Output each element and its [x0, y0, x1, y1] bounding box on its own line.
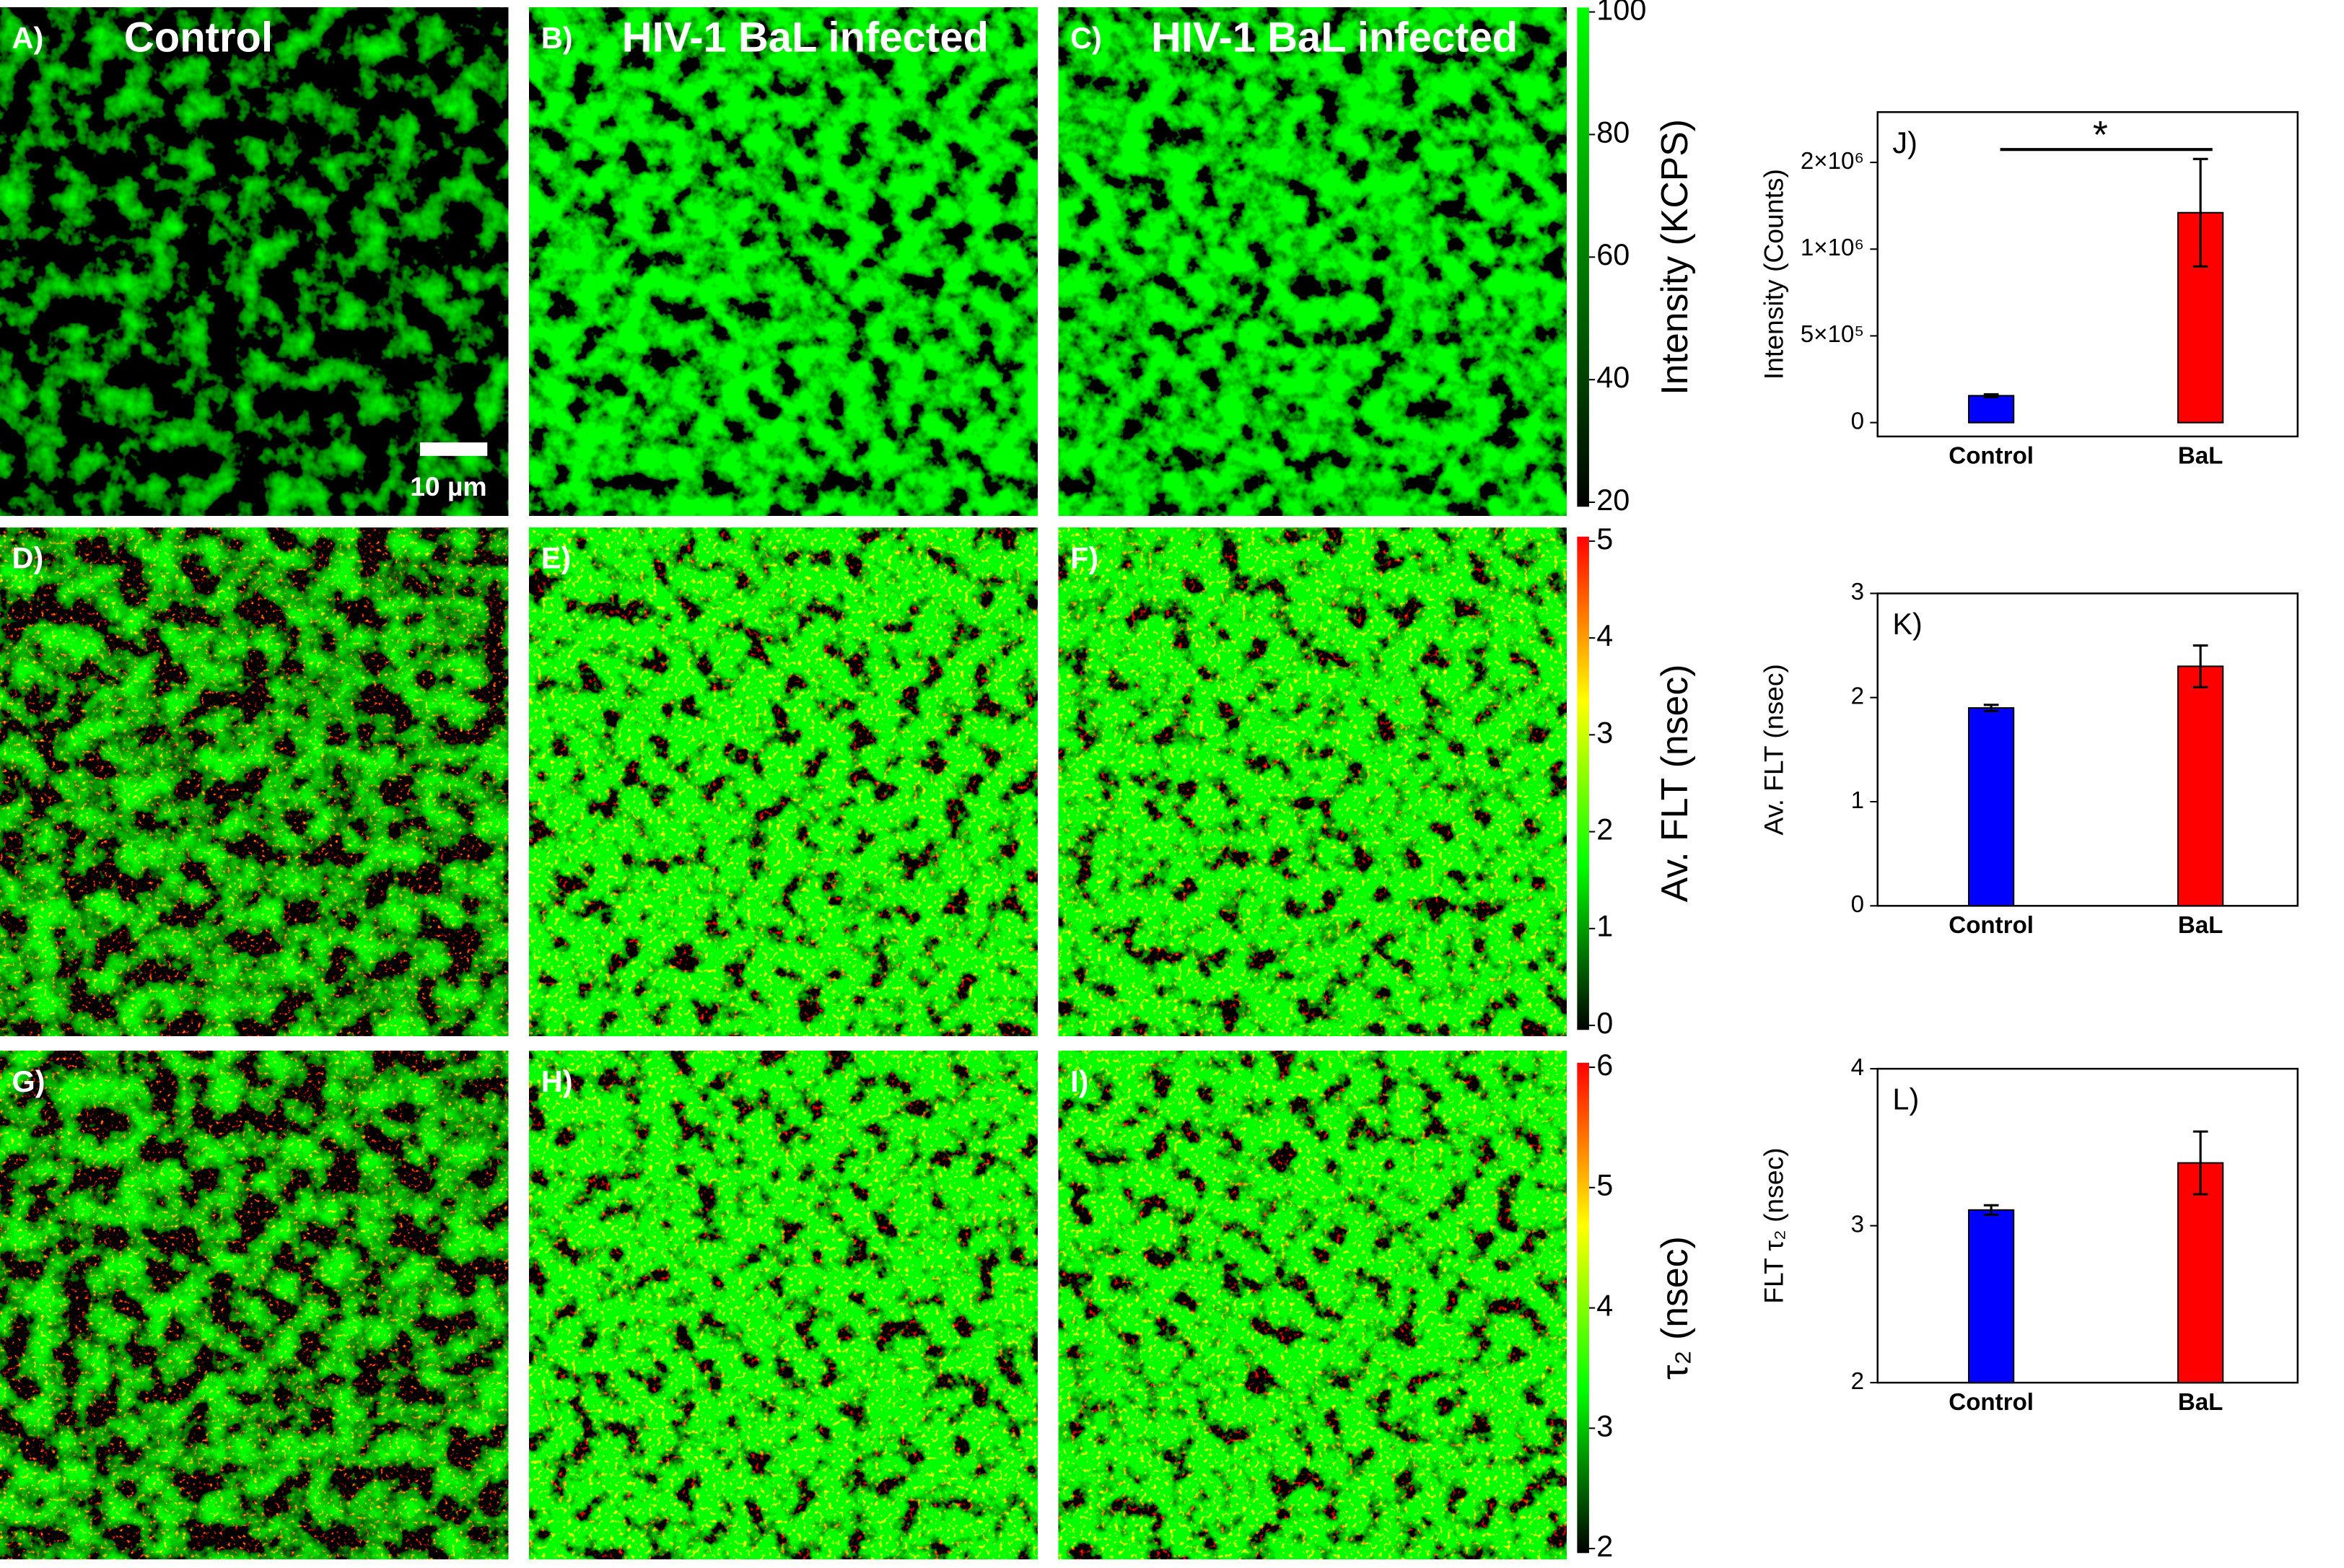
micrograph-texture: [1058, 527, 1567, 1036]
panel-annotation: L): [1892, 1083, 1919, 1116]
y-tick-label: 4: [1851, 1054, 1864, 1081]
colorbar-tick-label: 5: [1596, 522, 1613, 556]
x-tick-label: Control: [1949, 1389, 2034, 1416]
colorbar-tick-label: 3: [1596, 716, 1613, 749]
colorbar-tick-label: 4: [1596, 619, 1613, 652]
micrograph-texture: [0, 1051, 509, 1559]
colorbar-label: Av. FLT (nsec): [1653, 665, 1695, 903]
panel-label: F): [1070, 542, 1098, 575]
panel-annotation: J): [1892, 126, 1917, 159]
panel-annotation: K): [1892, 608, 1922, 641]
panel-title: HIV-1 BaL infected: [1151, 14, 1518, 61]
y-tick-label: 3: [1851, 579, 1864, 605]
colorbar: [1577, 536, 1589, 1030]
scale-bar: [420, 442, 488, 456]
colorbar-tick-label: 20: [1596, 483, 1630, 517]
micrograph-texture: [1058, 1051, 1567, 1559]
y-tick-label: 1: [1851, 787, 1864, 814]
colorbar-label: Intensity (KCPS): [1653, 119, 1695, 395]
plot-frame: [1876, 1067, 2299, 1384]
panel-label: C): [1070, 22, 1102, 55]
bar: [1968, 707, 2015, 907]
error-bar: [2192, 157, 2208, 268]
y-tick-label: 0: [1851, 891, 1864, 918]
significance-label: *: [2093, 113, 2108, 157]
y-tick-label: 2×10⁶: [1801, 148, 1864, 175]
x-tick-label: Control: [1949, 912, 2034, 939]
error-bar: [1983, 1204, 1999, 1216]
colorbar-tick-label: 3: [1596, 1409, 1613, 1442]
y-tick-label: 3: [1851, 1211, 1864, 1238]
y-axis-label: FLT τ₂ (nsec): [1759, 1148, 1789, 1304]
error-bar: [2192, 644, 2208, 688]
bar: [2177, 1162, 2224, 1384]
colorbar-tick-label: 1: [1596, 910, 1613, 943]
y-tick-label: 2: [1851, 683, 1864, 709]
bar: [2177, 665, 2224, 907]
micrograph-texture: [0, 527, 509, 1036]
panel-title: Control: [124, 14, 273, 61]
panel-label: E): [541, 542, 571, 575]
error-bar: [1983, 393, 1999, 398]
micrograph-texture: [529, 7, 1038, 516]
panel-label: I): [1070, 1065, 1088, 1098]
colorbar-tick-label: 40: [1596, 361, 1630, 394]
colorbar-tick-label: 6: [1596, 1048, 1613, 1082]
colorbar: [1577, 1062, 1589, 1554]
panel-title: HIV-1 BaL infected: [622, 14, 989, 61]
x-tick-label: Control: [1949, 443, 2034, 470]
y-tick-label: 0: [1851, 408, 1864, 434]
y-axis-label: Intensity (Counts): [1759, 169, 1789, 380]
y-tick-label: 5×10⁵: [1801, 321, 1864, 348]
x-tick-label: BaL: [2178, 443, 2223, 470]
plot-frame: [1876, 592, 2299, 907]
y-axis-label: Av. FLT (nsec): [1759, 664, 1789, 835]
scale-bar-label: 10 µm: [410, 471, 486, 502]
bar: [1968, 395, 2015, 424]
x-tick-label: BaL: [2178, 912, 2223, 939]
colorbar-tick-label: 2: [1596, 1530, 1613, 1563]
bar: [1968, 1209, 2015, 1384]
micrograph-texture: [529, 1051, 1038, 1559]
colorbar-tick-label: 80: [1596, 115, 1630, 149]
colorbar-tick-label: 5: [1596, 1169, 1613, 1202]
colorbar-tick-label: 100: [1596, 0, 1646, 27]
micrograph-texture: [0, 7, 509, 516]
x-tick-label: BaL: [2178, 1389, 2223, 1416]
panel-label: D): [12, 542, 44, 575]
error-bar: [1983, 704, 1999, 713]
panel-label: A): [12, 22, 44, 55]
y-tick-label: 1×10⁶: [1801, 235, 1864, 261]
micrograph-texture: [529, 527, 1038, 1036]
colorbar: [1577, 7, 1589, 507]
colorbar-tick-label: 60: [1596, 238, 1630, 271]
panel-label: B): [541, 22, 573, 55]
colorbar-label: τ₂ (nsec): [1653, 1236, 1695, 1380]
colorbar-tick-label: 0: [1596, 1007, 1613, 1040]
panel-label: G): [12, 1065, 45, 1098]
micrograph-texture: [1058, 7, 1567, 516]
panel-label: H): [541, 1065, 573, 1098]
colorbar-tick-label: 2: [1596, 813, 1613, 846]
y-tick-label: 2: [1851, 1368, 1864, 1395]
colorbar-tick-label: 4: [1596, 1289, 1613, 1322]
error-bar: [2192, 1130, 2208, 1196]
plot-frame: [1876, 111, 2299, 438]
